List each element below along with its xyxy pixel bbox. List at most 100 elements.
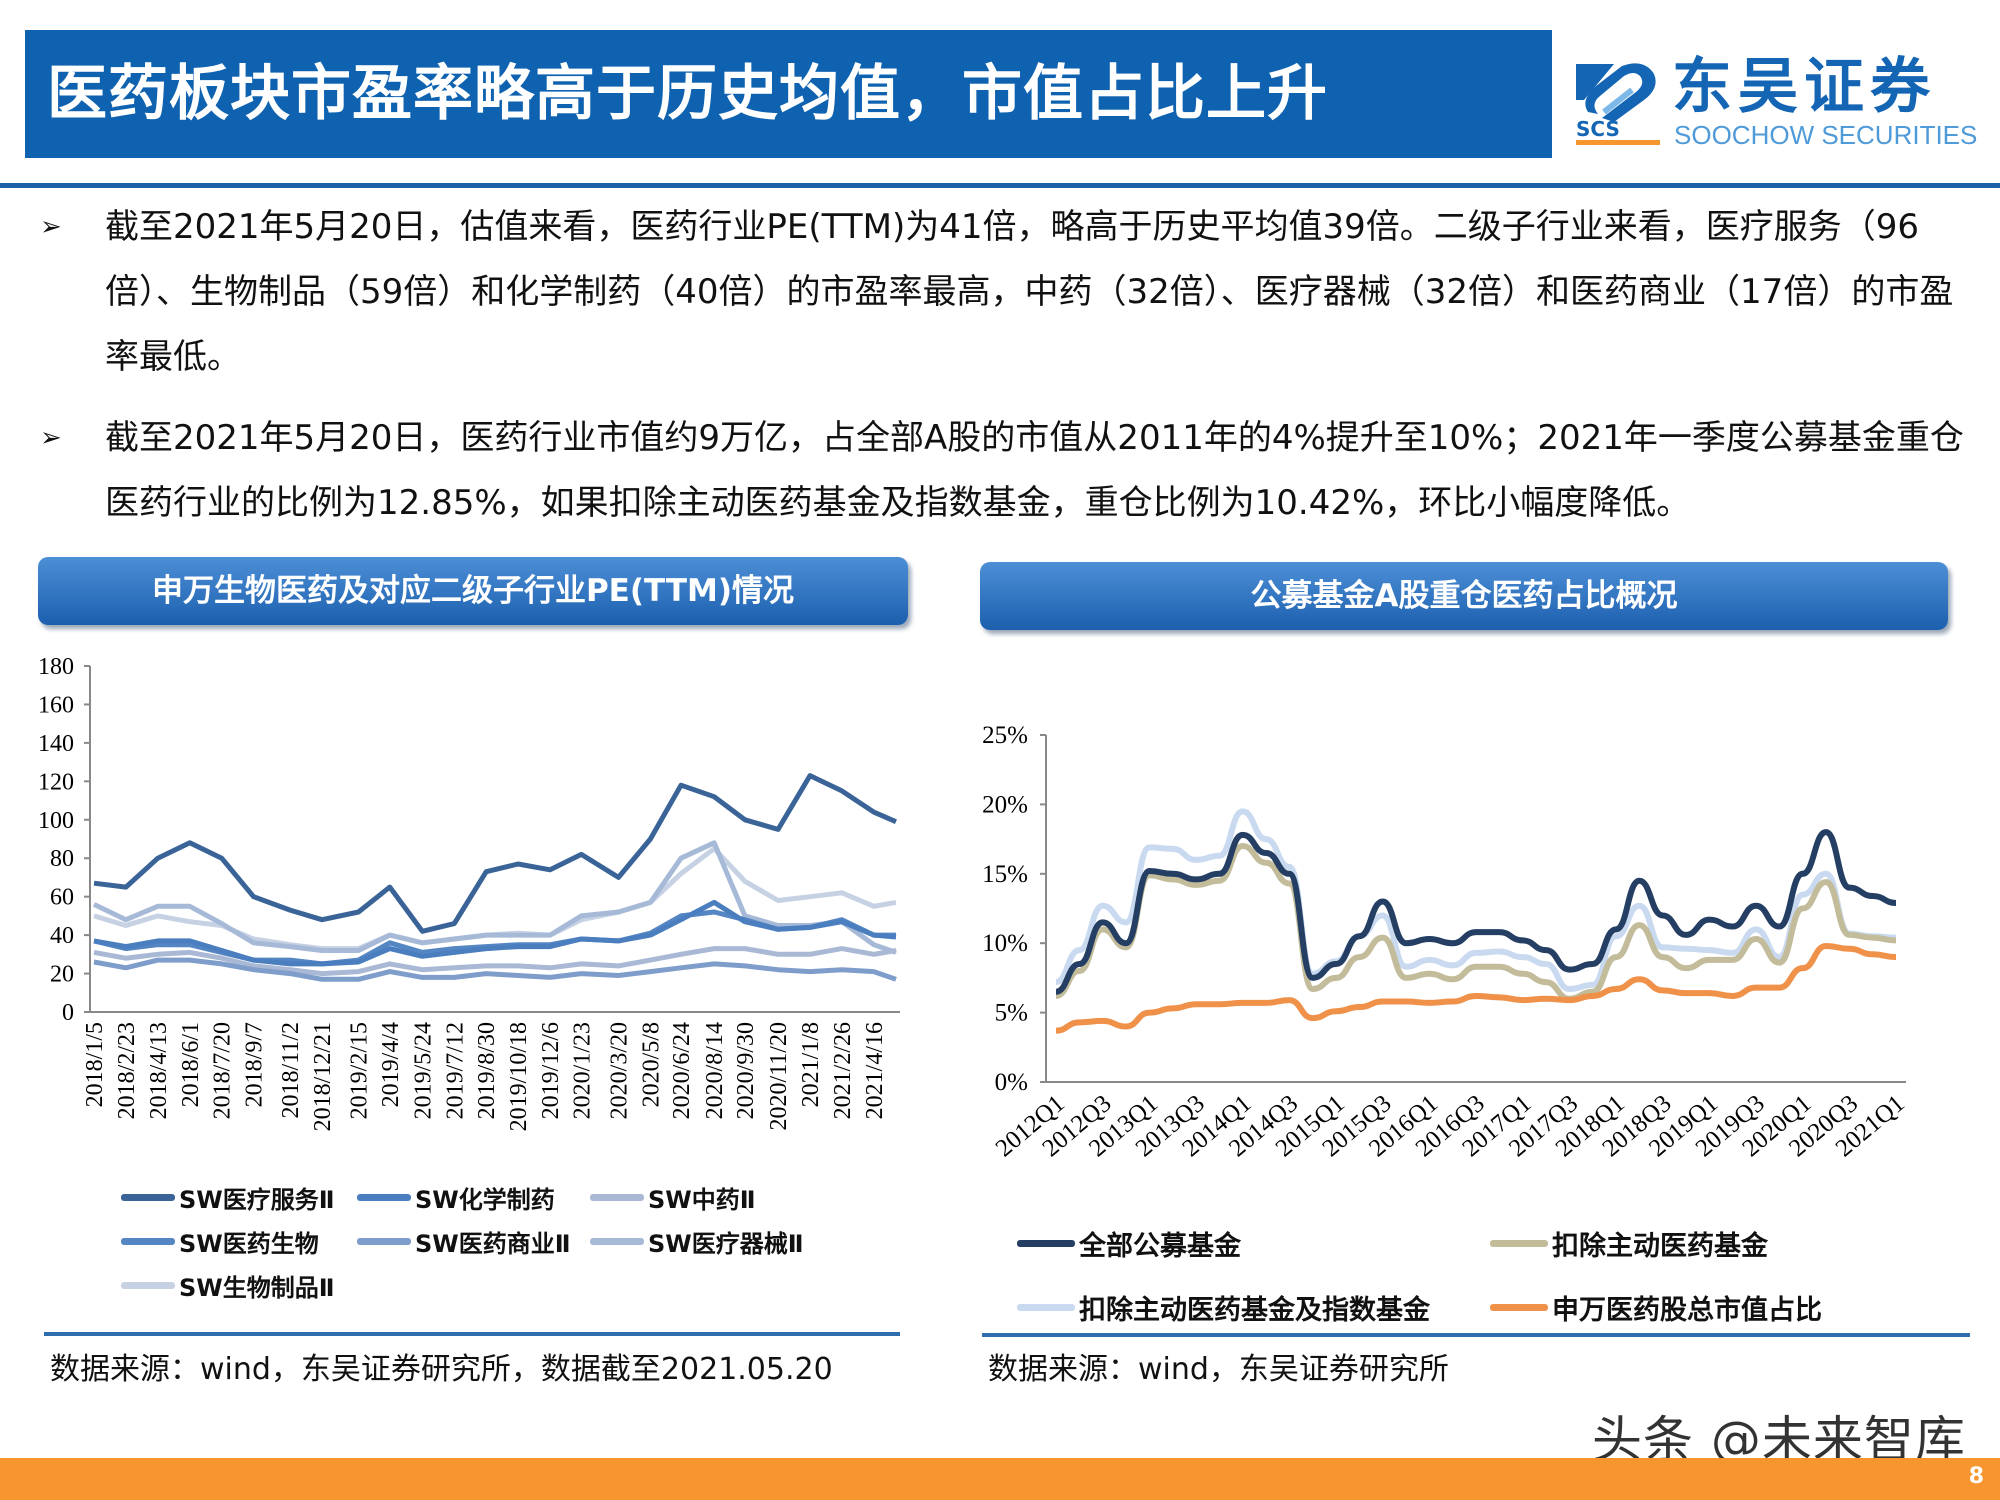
x-tick-label: 2018/7/20 bbox=[210, 1022, 236, 1119]
legend-label: SW医疗器械Ⅱ bbox=[648, 1230, 804, 1258]
legend-label: 扣除主动医药基金及指数基金 bbox=[1079, 1295, 1430, 1326]
left-source-note: 数据来源：wind，东吴证券研究所，数据截至2021.05.20 bbox=[50, 1352, 833, 1387]
legend-label: SW医药商业Ⅱ bbox=[415, 1230, 571, 1258]
legend-swatch bbox=[357, 1194, 411, 1201]
legend-item: 全部公募基金 bbox=[1017, 1224, 1241, 1263]
series-line-3 bbox=[93, 909, 896, 967]
legend-item: SW医药商业Ⅱ bbox=[357, 1224, 571, 1259]
y-tick-label: 80 bbox=[50, 846, 74, 872]
x-tick-label: 2016Q1 bbox=[1364, 1090, 1443, 1162]
x-tick-label: 2018/9/7 bbox=[242, 1022, 268, 1107]
legend-label: SW生物制品Ⅱ bbox=[179, 1274, 335, 1302]
x-tick-label: 2018/1/5 bbox=[82, 1022, 108, 1107]
x-tick-label: 2014Q3 bbox=[1224, 1090, 1303, 1162]
x-tick-label: 2018/2/23 bbox=[114, 1022, 140, 1119]
legend-swatch bbox=[1017, 1240, 1075, 1247]
soochow-logo-icon: SCS bbox=[1576, 63, 1660, 145]
logo-name-en: SOOCHOW SECURITIES bbox=[1674, 120, 1978, 150]
legend-label: SW医疗服务Ⅱ bbox=[179, 1186, 335, 1214]
x-tick-label: 2020Q1 bbox=[1737, 1090, 1816, 1162]
y-tick-label: 0% bbox=[995, 1069, 1028, 1096]
series-line-4 bbox=[93, 957, 897, 982]
x-tick-label: 2012Q3 bbox=[1037, 1090, 1116, 1162]
legend-swatch bbox=[121, 1194, 175, 1201]
legend-label: 扣除主动医药基金 bbox=[1552, 1231, 1768, 1262]
bullet-2: ➢ 截至2021年5月20日，医药行业市值约9万亿，占全部A股的市值从2011年… bbox=[40, 406, 1980, 536]
bullet-1: ➢ 截至2021年5月20日，估值来看，医药行业PE(TTM)为41倍，略高于历… bbox=[40, 195, 1980, 390]
legend-swatch bbox=[121, 1282, 175, 1289]
x-tick-label: 2018/12/21 bbox=[310, 1022, 336, 1131]
y-tick-label: 10% bbox=[982, 930, 1028, 957]
x-tick-label: 2017Q1 bbox=[1457, 1090, 1536, 1162]
logo-abbr: SCS bbox=[1576, 117, 1620, 141]
legend-swatch bbox=[1490, 1304, 1548, 1311]
x-tick-label: 2020/1/23 bbox=[569, 1022, 595, 1119]
x-tick-label: 2018Q1 bbox=[1551, 1090, 1630, 1162]
right-source-note: 数据来源：wind，东吴证券研究所 bbox=[988, 1352, 1449, 1387]
legend-item: SW生物制品Ⅱ bbox=[121, 1268, 335, 1303]
x-tick-label: 2018Q3 bbox=[1597, 1090, 1676, 1162]
x-tick-label: 2018/11/2 bbox=[278, 1022, 304, 1118]
legend-item: SW医疗器械Ⅱ bbox=[590, 1224, 804, 1259]
legend-swatch bbox=[357, 1238, 411, 1245]
right-chart-title: 公募基金A股重仓医药占比概况 bbox=[980, 562, 1948, 630]
footer-bar: 8 bbox=[0, 1458, 2000, 1500]
x-tick-label: 2020/8/14 bbox=[702, 1022, 728, 1119]
x-tick-label: 2014Q1 bbox=[1177, 1090, 1256, 1162]
bullet-text: 截至2021年5月20日，医药行业市值约9万亿，占全部A股的市值从2011年的4… bbox=[105, 418, 1964, 523]
y-tick-label: 20% bbox=[982, 791, 1028, 818]
x-tick-label: 2019/12/6 bbox=[538, 1022, 564, 1119]
y-tick-label: 180 bbox=[38, 654, 74, 680]
series-line-1 bbox=[93, 899, 897, 967]
page-number: 8 bbox=[1968, 1464, 1984, 1489]
x-tick-label: 2013Q3 bbox=[1131, 1090, 1210, 1162]
y-tick-label: 100 bbox=[38, 808, 74, 834]
arrow-bullet-icon: ➢ bbox=[40, 423, 62, 453]
y-tick-label: 60 bbox=[50, 885, 74, 911]
legend-swatch bbox=[1490, 1240, 1548, 1247]
x-tick-label: 2019/7/12 bbox=[442, 1022, 468, 1119]
right-divider bbox=[982, 1333, 1970, 1337]
x-tick-label: 2019Q1 bbox=[1644, 1090, 1723, 1162]
x-tick-label: 2019Q3 bbox=[1691, 1090, 1770, 1162]
legend-label: 全部公募基金 bbox=[1079, 1231, 1241, 1262]
x-tick-label: 2017Q3 bbox=[1504, 1090, 1583, 1162]
legend-item: SW医药生物 bbox=[121, 1224, 319, 1259]
logo: SCS 东吴证券 SOOCHOW SECURITIES bbox=[1572, 52, 1977, 152]
legend-item: 扣除主动医药基金及指数基金 bbox=[1017, 1288, 1430, 1327]
legend-item: SW化学制药 bbox=[357, 1180, 555, 1215]
x-tick-label: 2013Q1 bbox=[1084, 1090, 1163, 1162]
legend-label: SW医药生物 bbox=[179, 1230, 319, 1258]
x-tick-label: 2020/5/8 bbox=[638, 1022, 664, 1107]
left-chart-title: 申万生物医药及对应二级子行业PE(TTM)情况 bbox=[38, 557, 908, 625]
series-line-0 bbox=[93, 773, 897, 934]
legend-item: SW医疗服务Ⅱ bbox=[121, 1180, 335, 1215]
logo-name-cn: 东吴证券 bbox=[1672, 52, 1936, 122]
x-tick-label: 2019/5/24 bbox=[410, 1022, 436, 1119]
left-divider bbox=[44, 1332, 900, 1336]
x-tick-label: 2020Q3 bbox=[1784, 1090, 1863, 1162]
x-tick-label: 2020/6/24 bbox=[669, 1022, 695, 1119]
x-tick-label: 2015Q1 bbox=[1271, 1090, 1350, 1162]
series-line-3 bbox=[1055, 942, 1897, 1034]
legend-swatch bbox=[1017, 1304, 1075, 1311]
x-tick-label: 2019/2/15 bbox=[347, 1022, 373, 1119]
series-line-2 bbox=[93, 946, 897, 977]
x-tick-label: 2021/1/8 bbox=[798, 1022, 824, 1107]
legend-label: SW中药Ⅱ bbox=[648, 1186, 756, 1214]
x-tick-label: 2020/9/30 bbox=[733, 1022, 759, 1119]
x-tick-label: 2019/10/18 bbox=[506, 1022, 532, 1131]
series-line-1 bbox=[1055, 843, 1897, 1002]
arrow-bullet-icon: ➢ bbox=[40, 212, 62, 242]
x-tick-label: 2012Q1 bbox=[991, 1090, 1070, 1162]
series-line-5 bbox=[92, 840, 897, 955]
legend-swatch bbox=[590, 1238, 644, 1245]
y-tick-label: 25% bbox=[982, 722, 1028, 749]
bullet-text: 截至2021年5月20日，估值来看，医药行业PE(TTM)为41倍，略高于历史平… bbox=[105, 207, 1954, 377]
series-line-2 bbox=[1055, 829, 1897, 995]
legend-swatch bbox=[121, 1238, 175, 1245]
x-tick-label: 2015Q3 bbox=[1317, 1090, 1396, 1162]
legend-item: SW中药Ⅱ bbox=[590, 1180, 756, 1215]
legend-item: 申万医药股总市值占比 bbox=[1490, 1288, 1822, 1327]
header-rule bbox=[0, 183, 2000, 188]
